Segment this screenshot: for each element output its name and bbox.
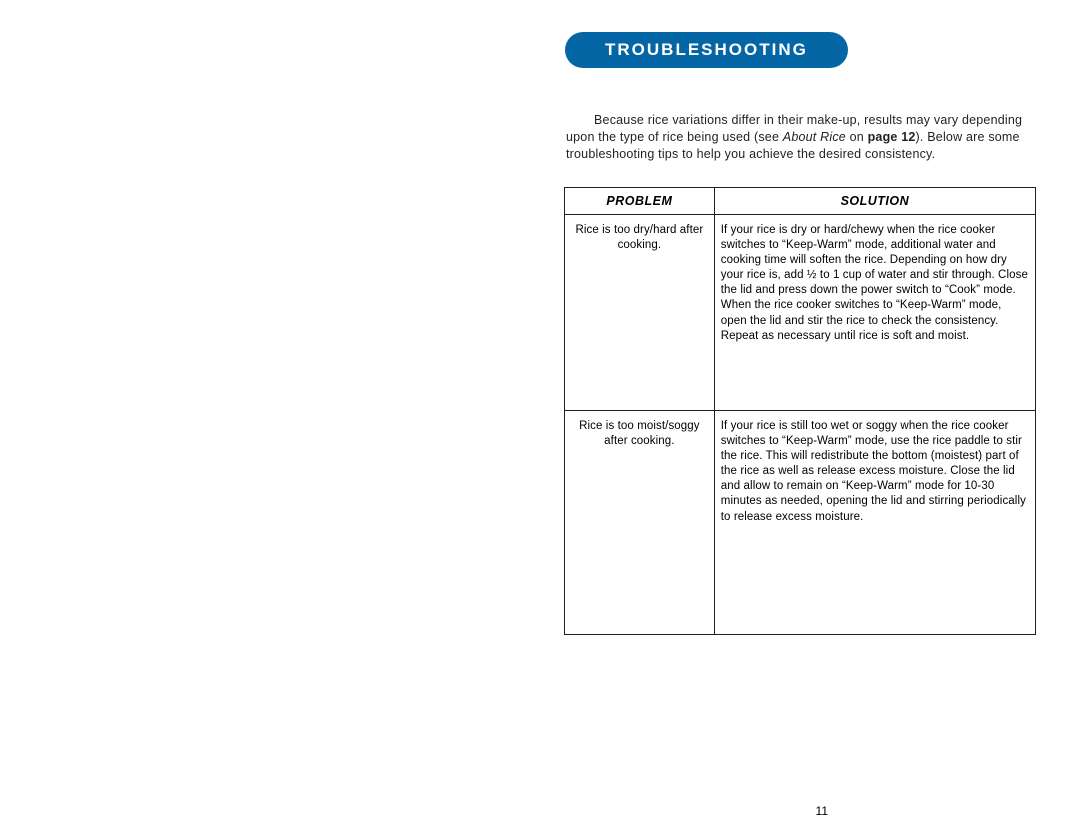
cell-solution-1: If your rice is dry or hard/chewy when t…: [714, 214, 1035, 410]
cell-problem-2: Rice is too moist/soggy after cooking.: [565, 410, 715, 634]
table-header-row: PROBLEM SOLUTION: [565, 187, 1036, 214]
intro-mid: on: [846, 130, 868, 144]
table-row: Rice is too dry/hard after cooking. If y…: [565, 214, 1036, 410]
section-heading: TROUBLESHOOTING: [565, 32, 848, 68]
table-row: Rice is too moist/soggy after cooking. I…: [565, 410, 1036, 634]
troubleshooting-table: PROBLEM SOLUTION Rice is too dry/hard af…: [564, 187, 1036, 635]
header-problem: PROBLEM: [565, 187, 715, 214]
cell-solution-2: If your rice is still too wet or soggy w…: [714, 410, 1035, 634]
intro-page-ref: page 12: [868, 130, 916, 144]
page-number: 11: [816, 804, 828, 818]
manual-page-right: TROUBLESHOOTING Because rice variations …: [555, 0, 1045, 834]
header-solution: SOLUTION: [714, 187, 1035, 214]
cell-problem-1: Rice is too dry/hard after cooking.: [565, 214, 715, 410]
intro-paragraph: Because rice variations differ in their …: [560, 112, 1040, 163]
intro-italic-reference: About Rice: [783, 130, 846, 144]
